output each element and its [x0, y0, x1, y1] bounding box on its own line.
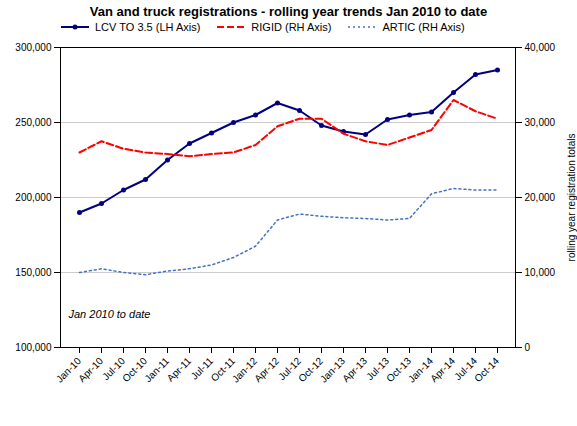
svg-text:Jul-12: Jul-12 [276, 355, 304, 383]
html-text:Van and truck registrations -: Van and truck registrations - rolling ye… [89, 4, 488, 19]
svg-text:Oct-14: Oct-14 [472, 355, 501, 384]
svg-text:Jul-11: Jul-11 [188, 355, 216, 382]
svg-text:150,000: 150,000 [15, 267, 52, 278]
svg-text:Apr-13: Apr-13 [340, 355, 369, 384]
html-text:RIGID (RH Axis): RIGID (RH Axis) [251, 21, 332, 33]
svg-text:Apr-12: Apr-12 [252, 355, 281, 384]
svg-text:Apr-14: Apr-14 [428, 355, 457, 384]
svg-text:Jul-10: Jul-10 [100, 355, 128, 383]
svg-text:rolling year registration tota: rolling year registration totals [566, 134, 577, 262]
svg-text:Jan-12: Jan-12 [229, 355, 260, 385]
svg-text:0: 0 [525, 342, 531, 353]
svg-text:Oct-10: Oct-10 [120, 355, 150, 385]
svg-text:Apr-10: Apr-10 [76, 355, 105, 384]
svg-text:Jan-13: Jan-13 [317, 355, 348, 385]
svg-text:250,000: 250,000 [15, 117, 52, 128]
html-text:LCV TO 3.5 (LH Axis): LCV TO 3.5 (LH Axis) [95, 21, 201, 33]
svg-text:Jul-13: Jul-13 [364, 355, 392, 383]
svg-text:Oct-12: Oct-12 [296, 355, 326, 385]
svg-text:Oct-13: Oct-13 [384, 355, 414, 385]
svg-text:10,000: 10,000 [525, 267, 556, 278]
svg-text:Apr-11: Apr-11 [165, 355, 194, 384]
svg-text:300,000: 300,000 [15, 42, 52, 53]
svg-text:200,000: 200,000 [15, 192, 52, 203]
svg-text:20,000: 20,000 [525, 192, 556, 203]
html-text:ARTIC (RH Axis): ARTIC (RH Axis) [382, 21, 465, 33]
svg-text:Jan-10: Jan-10 [53, 355, 84, 385]
svg-text:Jan-11: Jan-11 [142, 355, 172, 385]
svg-text:100,000: 100,000 [15, 342, 52, 353]
svg-text:Jan-14: Jan-14 [405, 355, 436, 385]
svg-text:Jul-14: Jul-14 [452, 355, 480, 383]
svg-text:Oct-11: Oct-11 [208, 355, 238, 384]
svg-text:40,000: 40,000 [525, 42, 556, 53]
svg-text:Jan 2010 to date: Jan 2010 to date [68, 308, 151, 320]
svg-text:30,000: 30,000 [525, 117, 556, 128]
